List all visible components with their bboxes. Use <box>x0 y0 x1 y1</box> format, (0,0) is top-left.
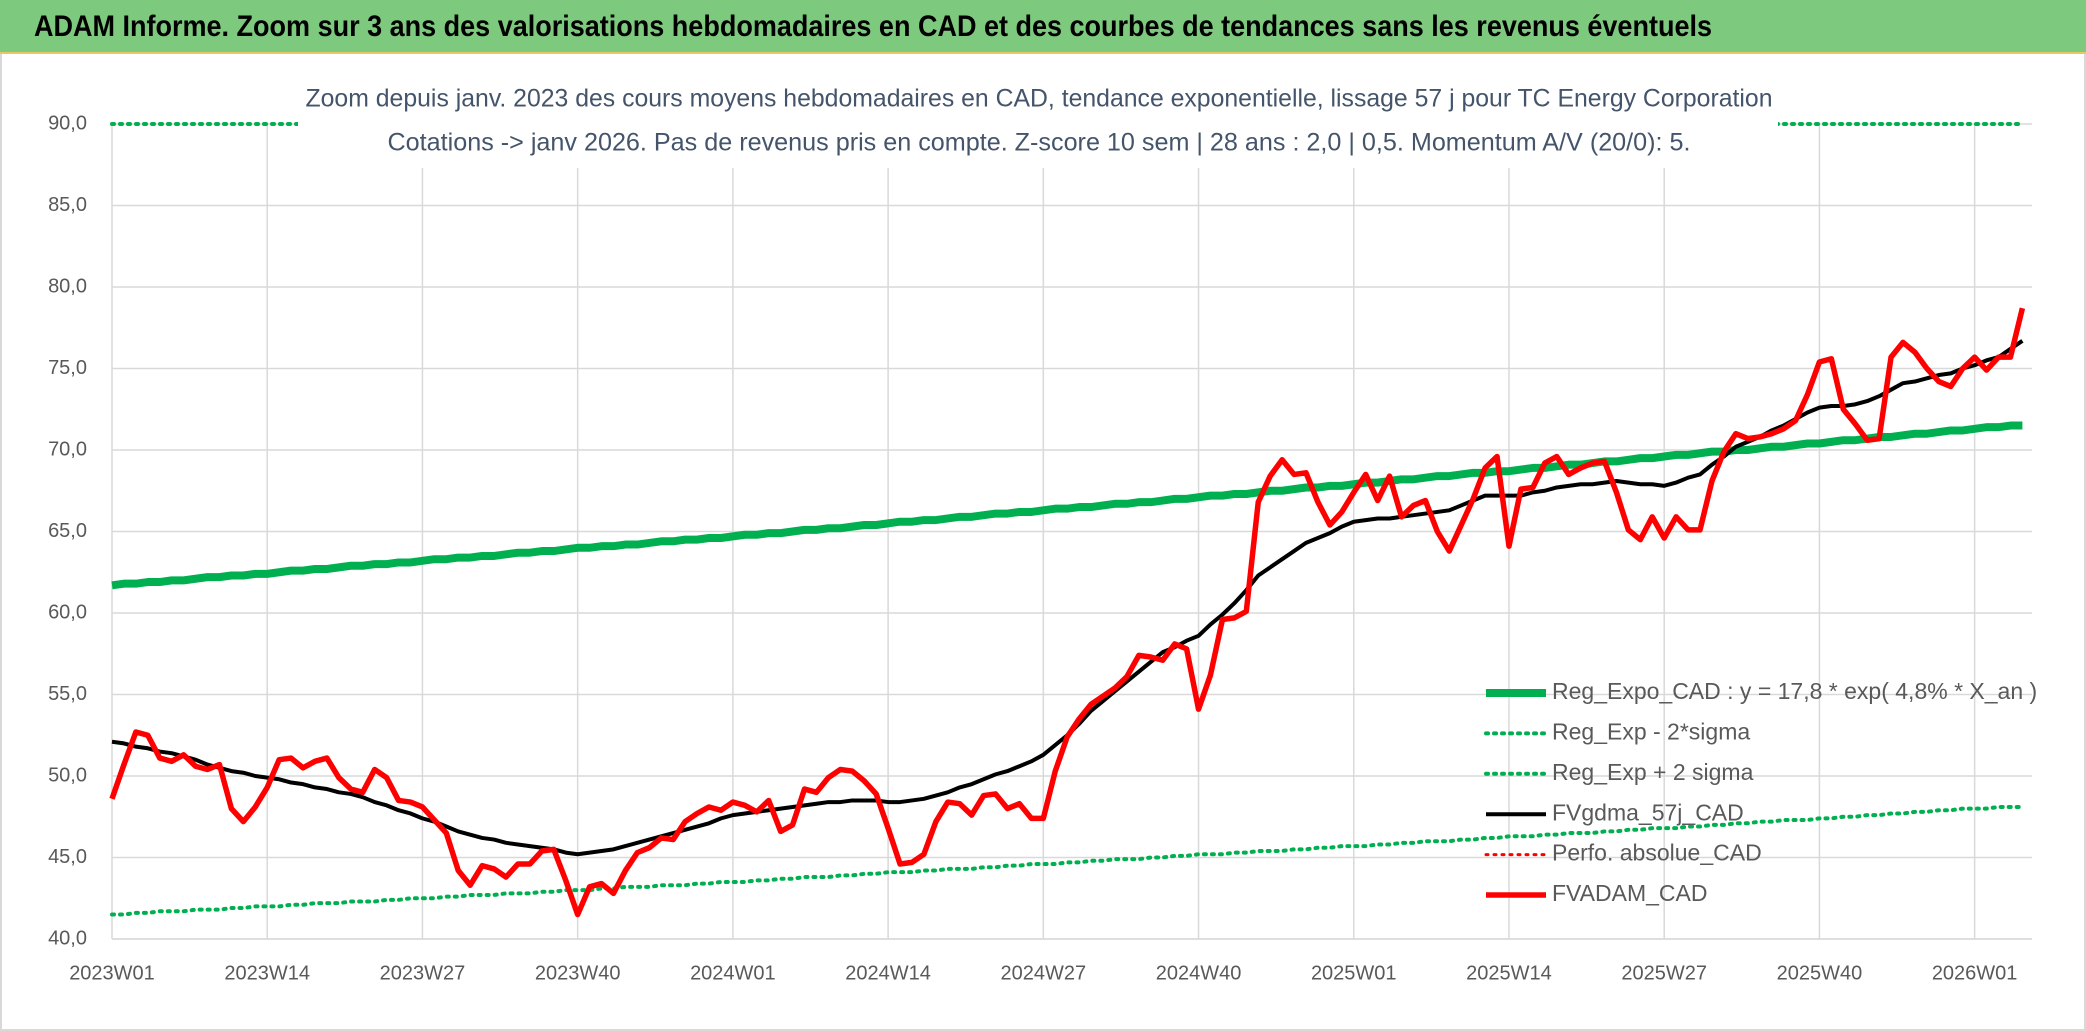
legend-label: Reg_Exp + 2 sigma <box>1552 759 1754 785</box>
y-tick-label: 85,0 <box>48 194 87 216</box>
subtitle-background <box>298 80 1778 168</box>
x-tick-label: 2023W27 <box>380 962 466 984</box>
grid: 40,0 45,0 50,0 55,0 60,0 65,0 70,0 75,0 80,0 85,0… <box>48 112 2032 984</box>
x-tick-label: 2026W01 <box>1932 962 2018 984</box>
y-tick-label: 65,0 <box>48 520 87 542</box>
legend-label: Perfo. absolue_CAD <box>1552 840 1762 866</box>
legend-label: Reg_Expo_CAD : y = 17,8 * exp( 4,8% * X_… <box>1552 678 2037 704</box>
x-tick-label: 2024W40 <box>1156 962 1242 984</box>
legend-label: FVADAM_CAD <box>1552 880 1708 906</box>
subtitle-line: Cotations -> janv 2026. Pas de revenus p… <box>388 129 1691 157</box>
y-tick-label: 40,0 <box>48 927 87 949</box>
legend-label: FVgdma_57j_CAD <box>1552 799 1744 825</box>
x-tick-label: 2025W01 <box>1311 962 1397 984</box>
x-tick-label: 2024W01 <box>690 962 776 984</box>
x-tick-label: 2023W01 <box>69 962 155 984</box>
y-tick-label: 60,0 <box>48 601 87 623</box>
y-tick-label: 70,0 <box>48 438 87 460</box>
y-tick-label: 75,0 <box>48 357 87 379</box>
series-line <box>111 421 2023 590</box>
plot-area <box>109 122 2026 918</box>
x-tick-label: 2025W27 <box>1621 962 1707 984</box>
chart-title: ADAM Informe. Zoom sur 3 ans des valoris… <box>34 10 1712 43</box>
title-band <box>0 0 2086 53</box>
y-tick-label: 55,0 <box>48 683 87 705</box>
series-line <box>110 804 2025 917</box>
y-tick-label: 90,0 <box>48 112 87 134</box>
y-tick-label: 80,0 <box>48 275 87 297</box>
x-tick-label: 2024W14 <box>845 962 931 984</box>
y-tick-label: 50,0 <box>48 764 87 786</box>
x-tick-label: 2023W14 <box>224 962 310 984</box>
y-tick-label: 45,0 <box>48 846 87 868</box>
series-line <box>109 307 2026 918</box>
legend: Reg_Expo_CAD : y = 17,8 * exp( 4,8% * X_… <box>1484 678 2037 906</box>
x-tick-label: 2025W40 <box>1777 962 1863 984</box>
x-tick-label: 2024W27 <box>1001 962 1087 984</box>
x-tick-label: 2025W14 <box>1466 962 1552 984</box>
subtitle-line: Zoom depuis janv. 2023 des cours moyens … <box>306 85 1773 113</box>
x-tick-label: 2023W40 <box>535 962 621 984</box>
legend-label: Reg_Exp - 2*sigma <box>1552 718 1750 744</box>
